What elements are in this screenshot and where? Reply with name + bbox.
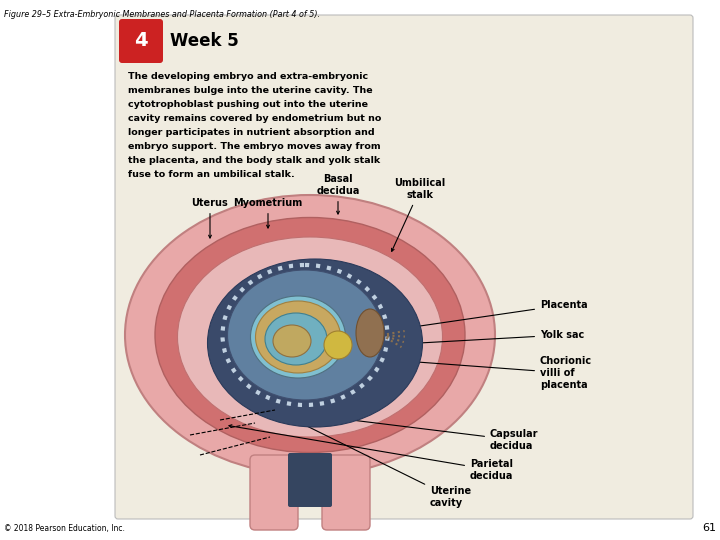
Text: Yolk sac: Yolk sac <box>352 330 584 348</box>
FancyBboxPatch shape <box>250 455 298 530</box>
Text: Figure 29–5 Extra-Embryonic Membranes and Placenta Formation (Part 4 of 5).: Figure 29–5 Extra-Embryonic Membranes an… <box>4 10 320 19</box>
Ellipse shape <box>228 270 382 400</box>
FancyBboxPatch shape <box>322 455 370 530</box>
Ellipse shape <box>265 313 327 365</box>
Text: Myometrium: Myometrium <box>233 198 302 228</box>
Text: Week 5: Week 5 <box>170 32 239 50</box>
Text: Placenta: Placenta <box>376 300 588 333</box>
Text: 61: 61 <box>702 523 716 533</box>
Text: the placenta, and the body stalk and yolk stalk: the placenta, and the body stalk and yol… <box>128 156 380 165</box>
Text: © 2018 Pearson Education, Inc.: © 2018 Pearson Education, Inc. <box>4 524 125 533</box>
Ellipse shape <box>155 218 465 453</box>
Text: membranes bulge into the uterine cavity. The: membranes bulge into the uterine cavity.… <box>128 86 373 95</box>
Text: longer participates in nutrient absorption and: longer participates in nutrient absorpti… <box>128 128 374 137</box>
Ellipse shape <box>207 259 423 427</box>
Ellipse shape <box>125 195 495 475</box>
Text: fuse to form an umbilical stalk.: fuse to form an umbilical stalk. <box>128 170 294 179</box>
Circle shape <box>324 331 352 359</box>
FancyBboxPatch shape <box>288 453 332 507</box>
Text: 4: 4 <box>134 31 148 51</box>
Text: Chorionic
villi of
placenta: Chorionic villi of placenta <box>394 356 592 389</box>
Text: Uterus: Uterus <box>192 198 228 238</box>
Ellipse shape <box>178 237 443 437</box>
Text: The developing embryo and extra-embryonic: The developing embryo and extra-embryoni… <box>128 72 368 81</box>
Text: Umbilical
stalk: Umbilical stalk <box>392 178 446 251</box>
FancyBboxPatch shape <box>119 19 163 63</box>
Text: embryo support. The embryo moves away from: embryo support. The embryo moves away fr… <box>128 142 381 151</box>
Text: cavity remains covered by endometrium but no: cavity remains covered by endometrium bu… <box>128 114 382 123</box>
Text: Basal
decidua: Basal decidua <box>316 174 360 214</box>
Text: Uterine
cavity: Uterine cavity <box>243 395 471 508</box>
Ellipse shape <box>356 309 384 357</box>
FancyBboxPatch shape <box>115 15 693 519</box>
Ellipse shape <box>273 325 311 357</box>
Ellipse shape <box>251 296 346 378</box>
Ellipse shape <box>256 301 341 373</box>
Text: cytotrophoblast pushing out into the uterine: cytotrophoblast pushing out into the ute… <box>128 100 368 109</box>
Text: Parietal
decidua: Parietal decidua <box>229 425 513 481</box>
Text: Capsular
decidua: Capsular decidua <box>274 409 539 451</box>
